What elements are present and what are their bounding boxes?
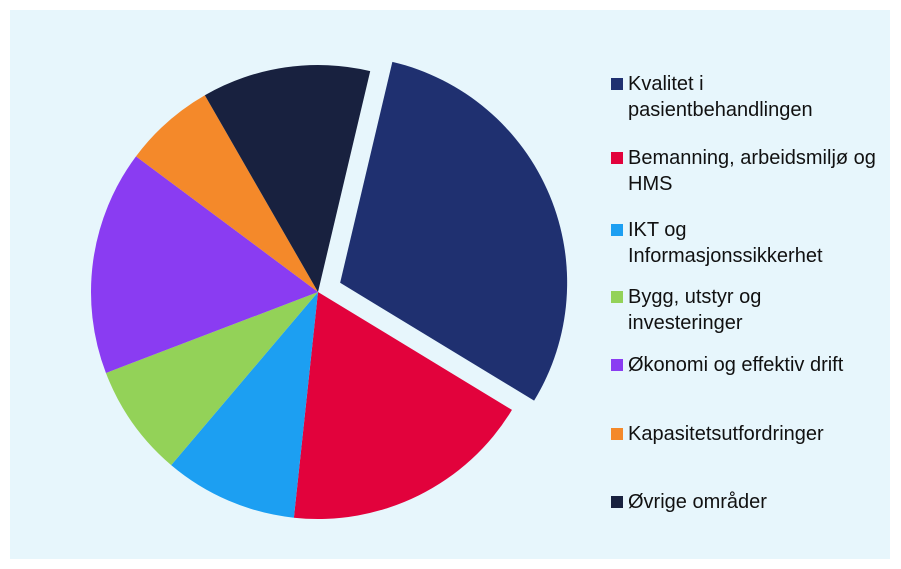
legend-swatch — [611, 428, 623, 440]
legend-item: Kvalitet i pasientbehandlingen — [611, 71, 878, 123]
legend-label: Bemanning, arbeidsmiljø og HMS — [628, 147, 876, 195]
legend-label: Økonomi og effektiv drift — [628, 354, 844, 376]
legend-swatch — [611, 152, 623, 164]
pie-slice — [340, 61, 568, 401]
legend-swatch — [611, 359, 623, 371]
legend-label: Kapasitetsutfordringer — [628, 423, 824, 445]
pie-slice — [171, 292, 318, 518]
pie-slice — [91, 156, 318, 373]
legend-swatch — [611, 496, 623, 508]
legend-label: Kvalitet i pasientbehandlingen — [628, 73, 813, 121]
legend-swatch — [611, 291, 623, 303]
pie-slice — [293, 292, 512, 519]
legend-swatch — [611, 224, 623, 236]
legend-item: Økonomi og effektiv drift — [611, 352, 878, 378]
legend-item: Øvrige områder — [611, 489, 878, 515]
legend-label: Bygg, utstyr og investeringer — [628, 286, 762, 334]
legend-label: IKT og Informasjonssikkerhet — [628, 219, 823, 267]
legend-item: Bygg, utstyr og investeringer — [611, 284, 878, 336]
legend-item: Kapasitetsutfordringer — [611, 421, 878, 447]
pie-slice — [105, 292, 319, 466]
legend-label: Øvrige områder — [628, 491, 767, 513]
legend-item: IKT og Informasjonssikkerhet — [611, 217, 878, 269]
pie-slice — [204, 64, 371, 292]
legend-item: Bemanning, arbeidsmiljø og HMS — [611, 145, 878, 197]
legend-swatch — [611, 78, 623, 90]
pie-slice — [135, 95, 318, 292]
